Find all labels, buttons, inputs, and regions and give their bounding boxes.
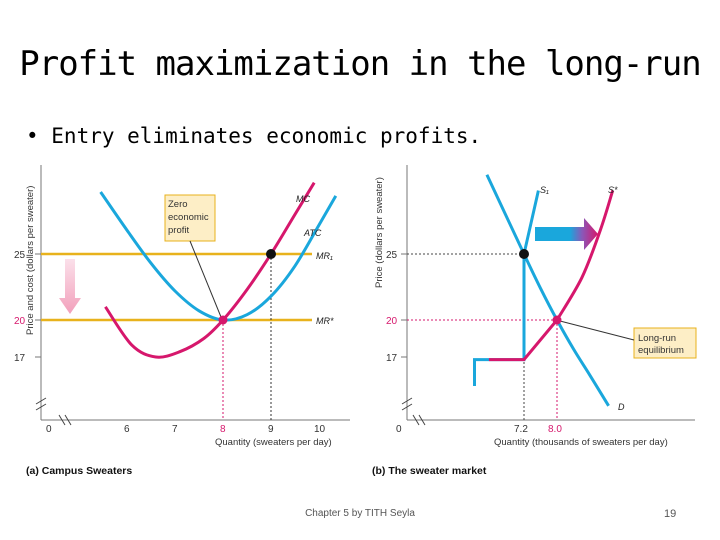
chart-b-annotation-box [633,327,697,359]
chart-a-atc-label: ATC [303,228,322,238]
chart-a-xlabel: Quantity (sweaters per day) [215,437,332,448]
chart-b-annotation-line2: equilibrium [638,345,684,356]
chart-a-mc-label: MC [296,194,310,204]
chart-a-mc-curve [104,181,316,359]
chart-a-xtick-8: 8 [220,424,226,435]
chart-b-xtick-8-0: 8.0 [548,424,562,435]
bullet-point: • Entry eliminates economic profits. [26,124,482,148]
chart-a: 25 20 17 0 6 7 8 9 10 Quantity (sweaters… [14,165,350,477]
chart-b-s1-label: S₁ [540,185,549,195]
chart-b-sstar-label: S* [608,185,618,195]
chart-a-ytick-25: 25 [14,250,26,261]
chart-a-point-zero-profit [218,315,228,325]
chart-b-annotation-line1: Long-run [638,333,676,344]
chart-b-xtick-0: 0 [396,424,402,435]
chart-a-xtick-6: 6 [124,424,130,435]
chart-b-sstar-curve [488,190,615,362]
chart-a-xtick-7: 7 [172,424,178,435]
chart-b-d-curve [485,174,610,407]
chart-b-axis-break-x [412,414,426,426]
chart-a-axis-break-y [35,397,47,411]
chart-a-price-fall-arrow [59,259,81,314]
chart-b-point-initial [519,249,529,259]
chart-a-xtick-10: 10 [314,424,326,435]
chart-b-supply-shift-arrow [535,218,598,250]
chart-a-ylabel: Price and cost (dollars per sweater) [25,186,36,335]
chart-a-axis-break-x [58,414,72,426]
chart-a-point-mr1 [266,249,276,259]
chart-a-mrstar-label: MR* [316,316,334,326]
chart-b-annotation-pointer [559,320,635,341]
chart-b-ytick-17: 17 [386,353,398,364]
chart-b-ytick-20: 20 [386,316,398,327]
chart-b-xlabel: Quantity (thousands of sweaters per day) [494,437,668,448]
chart-a-annotation-line1: Zero [168,199,188,210]
chart-a-xtick-9: 9 [268,424,274,435]
slide-title: Profit maximization in the long-run [19,44,701,84]
chart-a-annotation-line2: economic [168,212,209,223]
chart-b-d-label: D [618,402,625,412]
chart-b-xtick-7-2: 7.2 [514,424,528,435]
chart-a-ytick-20: 20 [14,316,26,327]
chart-b: 25 20 17 0 7.2 8.0 Quantity (thousands o… [372,165,697,477]
chart-a-annotation-line3: profit [168,225,189,236]
chart-a-caption: (a) Campus Sweaters [26,465,132,477]
chart-b-caption: (b) The sweater market [372,465,487,477]
chart-a-mr1-label: MR₁ [316,251,333,261]
chart-b-ytick-25: 25 [386,250,398,261]
chart-a-annotation-pointer [189,240,222,318]
chart-a-atc-curve [99,191,338,322]
chart-b-ylabel: Price (dollars per sweater) [374,177,385,288]
chart-a-ytick-17: 17 [14,353,26,364]
chart-b-axis-break-y [401,397,413,411]
chart-a-xtick-0: 0 [46,424,52,435]
page-number: 19 [664,508,677,520]
chart-b-point-long-run [552,315,562,325]
slide-footer: Chapter 5 by TITH Seyla [305,508,415,519]
